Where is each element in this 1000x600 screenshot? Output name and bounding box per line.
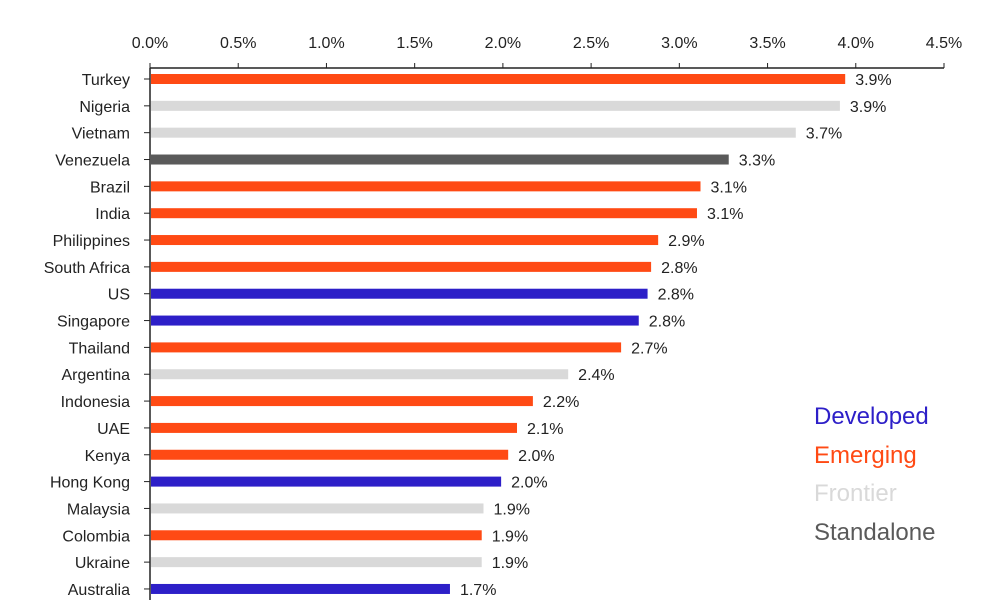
bar	[151, 100, 840, 111]
category-label: Ukraine	[75, 555, 130, 572]
bar	[151, 369, 569, 380]
category-label: Philippines	[53, 233, 130, 250]
x-tick-label: 3.5%	[749, 35, 785, 52]
bar	[151, 261, 652, 272]
value-label: 3.3%	[739, 153, 775, 170]
value-label: 2.1%	[527, 421, 563, 438]
x-tick-label: 4.5%	[926, 35, 962, 52]
category-label: Australia	[68, 582, 130, 599]
value-label: 3.9%	[850, 99, 886, 116]
bar	[151, 557, 482, 568]
bar	[151, 127, 796, 138]
bar	[151, 530, 482, 541]
x-tick-label: 0.0%	[132, 35, 168, 52]
bar	[151, 342, 622, 353]
category-label: Kenya	[85, 448, 130, 465]
value-label: 1.9%	[492, 555, 528, 572]
category-label: Indonesia	[61, 394, 130, 411]
x-tick-label: 1.0%	[308, 35, 344, 52]
legend-item: Developed	[814, 403, 929, 430]
category-label: Singapore	[57, 314, 130, 331]
bar	[151, 315, 639, 326]
bar	[151, 154, 729, 165]
value-label: 1.9%	[492, 528, 528, 545]
bar	[151, 288, 648, 299]
bar	[151, 476, 502, 487]
value-label: 3.1%	[707, 206, 743, 223]
bar	[151, 181, 701, 192]
category-label: Argentina	[62, 367, 131, 384]
category-label: India	[95, 206, 130, 223]
x-tick-label: 1.5%	[396, 35, 432, 52]
value-label: 3.7%	[806, 126, 842, 143]
value-label: 2.4%	[578, 367, 614, 384]
category-label: Colombia	[62, 528, 130, 545]
bar	[151, 74, 846, 84]
bar	[151, 396, 533, 407]
value-label: 3.9%	[855, 72, 891, 89]
legend-item: Frontier	[814, 480, 897, 507]
value-label: 2.7%	[631, 340, 667, 357]
value-label: 2.8%	[661, 260, 697, 277]
legend-item: Emerging	[814, 441, 917, 469]
x-tick-label: 4.0%	[838, 35, 874, 52]
legend: Developed Emerging Frontier Standalone	[814, 398, 935, 552]
category-label: Vietnam	[72, 126, 130, 143]
legend-item: Standalone	[814, 518, 936, 546]
category-label: Turkey	[82, 72, 130, 89]
bar	[151, 208, 697, 219]
value-label: 2.2%	[543, 394, 579, 411]
bar	[151, 449, 509, 460]
value-label: 2.0%	[518, 448, 554, 465]
x-tick-label: 2.5%	[573, 35, 609, 52]
value-label: 3.1%	[711, 179, 747, 196]
value-label: 2.9%	[668, 233, 704, 250]
x-tick-label: 2.0%	[485, 35, 521, 52]
value-label: 1.9%	[493, 501, 529, 518]
category-label: Hong Kong	[50, 475, 130, 492]
category-label: Thailand	[69, 340, 130, 357]
x-tick-label: 0.5%	[220, 35, 256, 52]
category-label: Venezuela	[55, 153, 130, 170]
category-label: UAE	[97, 421, 130, 438]
x-tick-label: 3.0%	[661, 35, 697, 52]
value-label: 2.0%	[511, 475, 547, 492]
category-label: US	[108, 287, 130, 304]
category-label: South Africa	[44, 260, 130, 277]
value-label: 2.8%	[658, 287, 694, 304]
category-label: Malaysia	[67, 501, 130, 518]
bar	[151, 583, 450, 594]
category-label: Nigeria	[79, 99, 130, 116]
category-label: Brazil	[90, 179, 130, 196]
bar	[151, 503, 484, 514]
bar	[151, 422, 518, 433]
value-label: 1.7%	[460, 582, 496, 599]
bar	[151, 235, 659, 246]
value-label: 2.8%	[649, 314, 685, 331]
